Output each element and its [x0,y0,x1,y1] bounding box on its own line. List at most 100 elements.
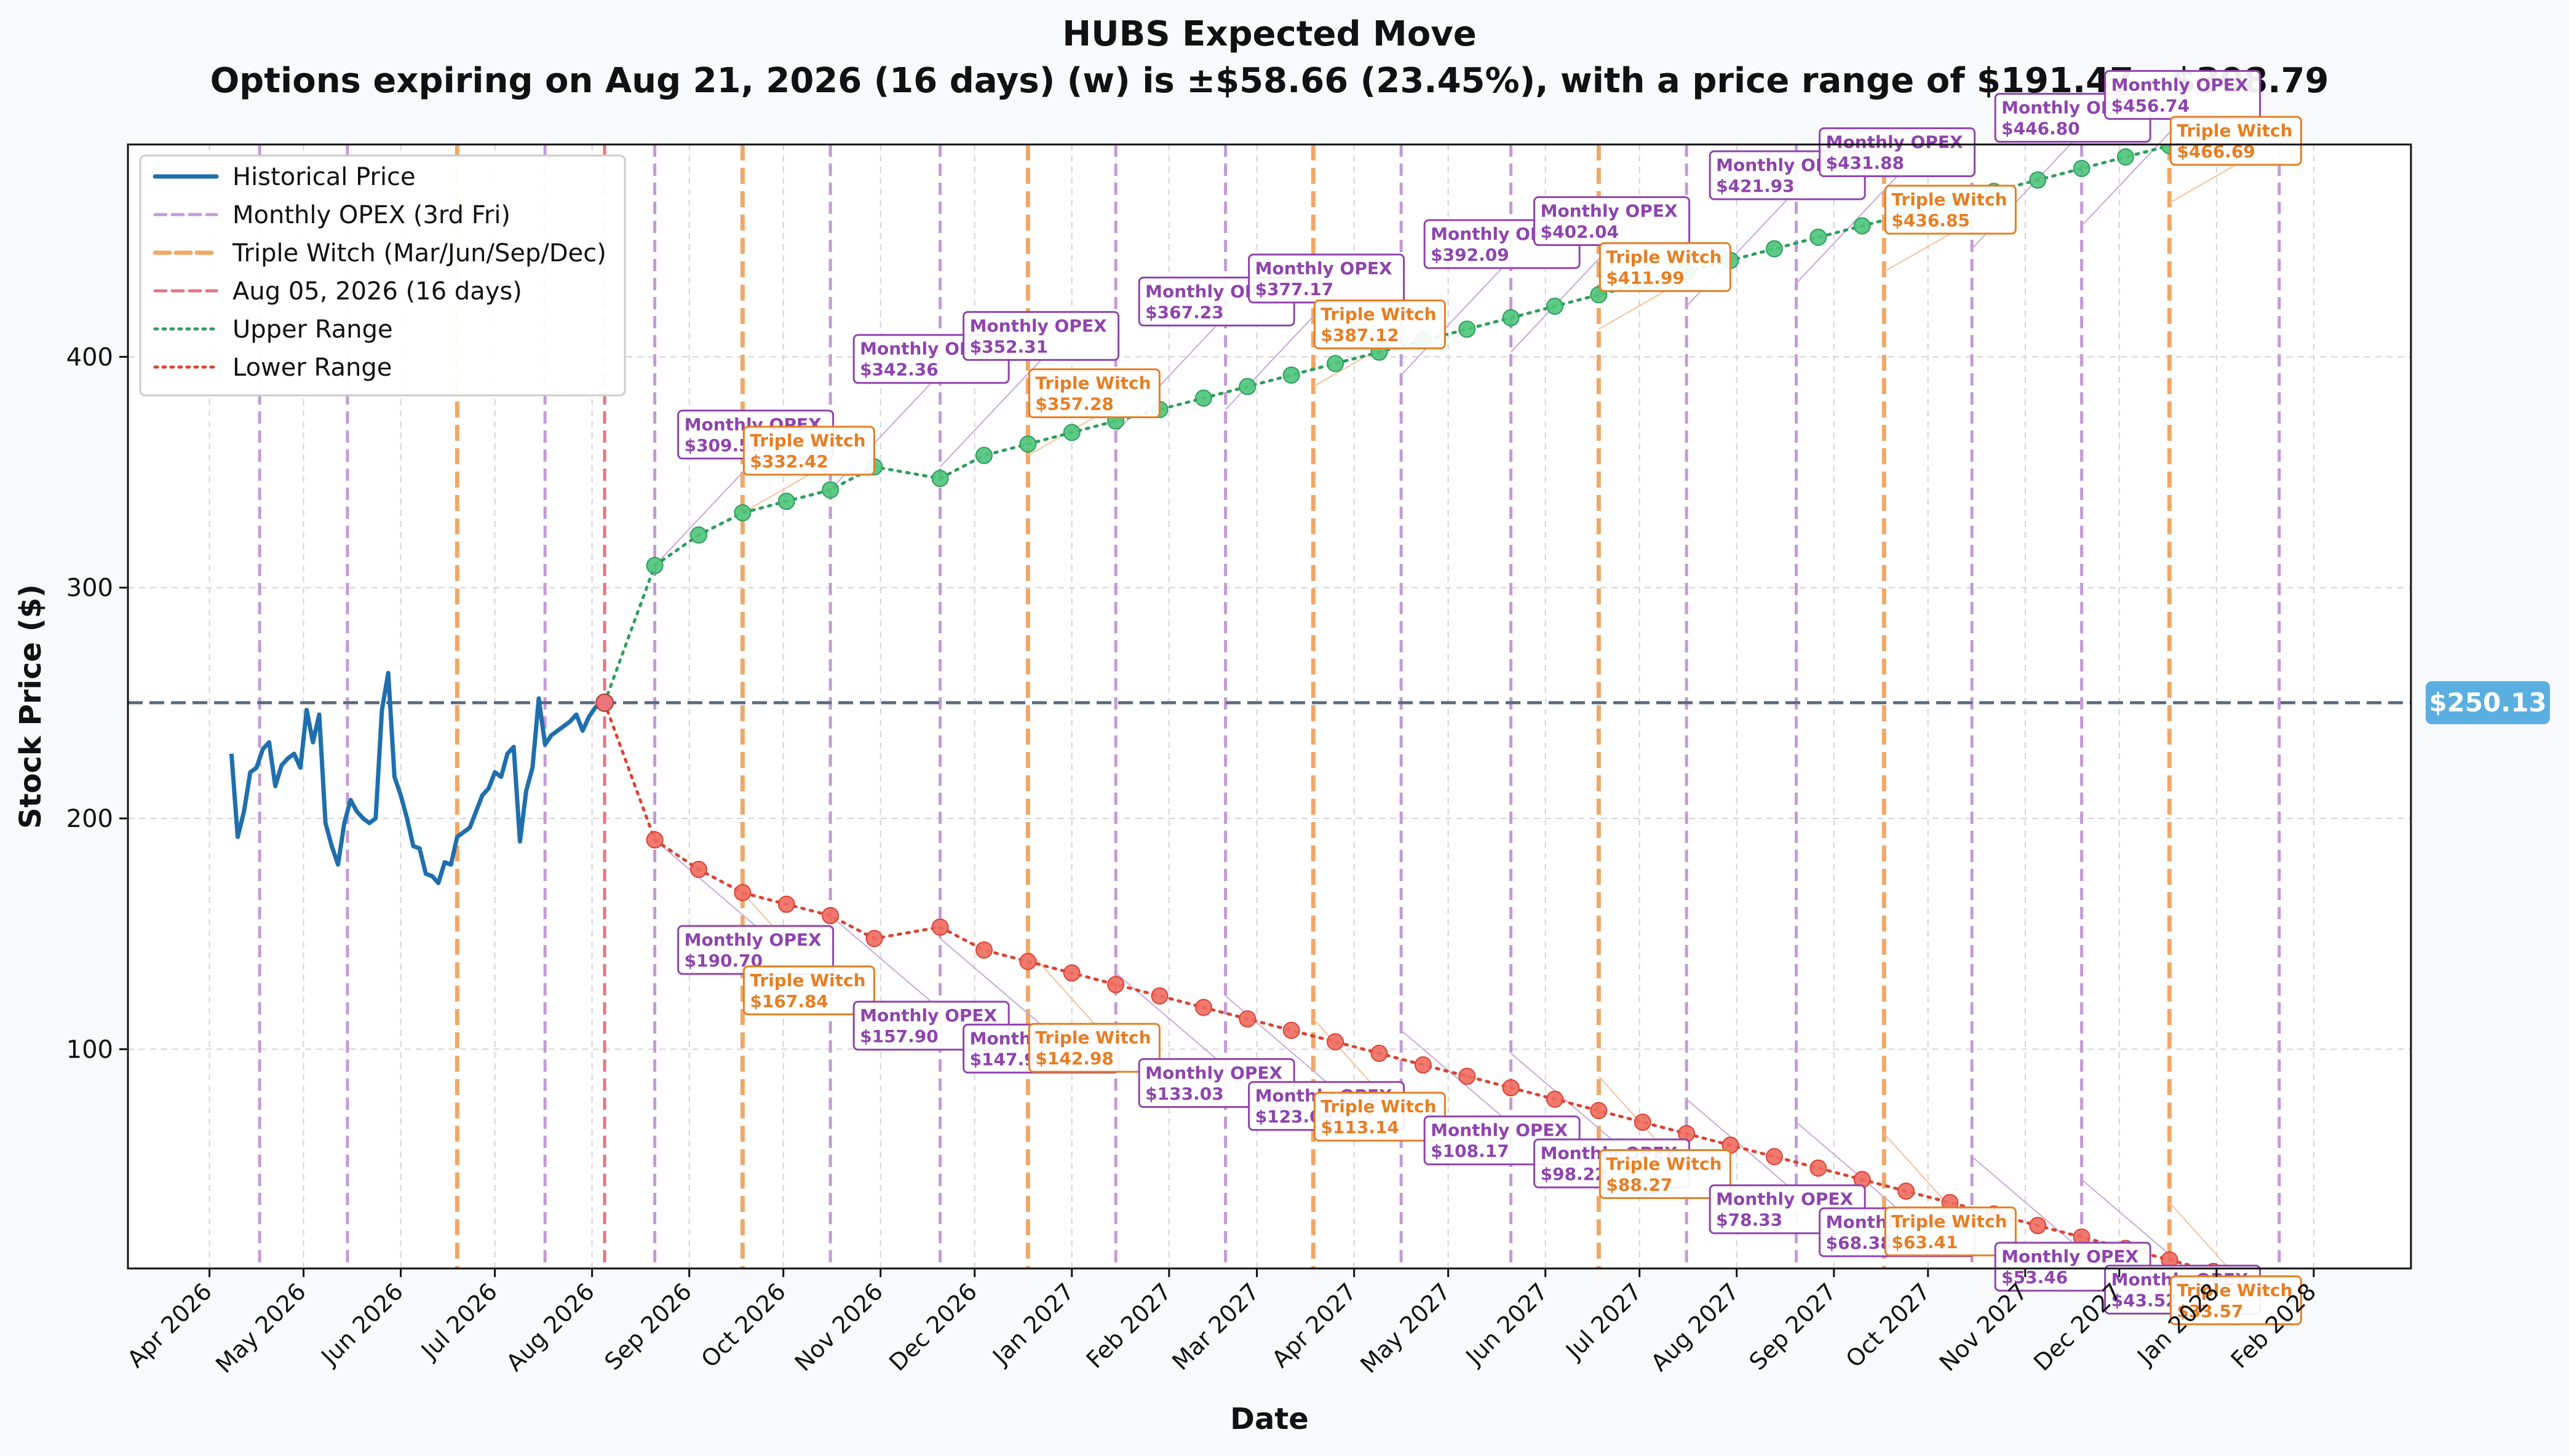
y-axis-label: Stock Price ($) [14,584,48,829]
annotation-price: $108.17 [1431,1141,1509,1161]
annotation-label: Triple Witch [1606,1153,1721,1174]
legend-label-triple: Triple Witch (Mar/Jun/Sep/Dec) [232,239,606,267]
annotation-label: Triple Witch [1035,373,1151,394]
triple-witch-annotation: Triple Witch$113.14 [1313,1091,1446,1142]
annotation-label: Monthly OPEX [1826,132,1963,152]
lower-range-point [1634,1114,1651,1131]
annotation-label: Monthly OPEX [1541,201,1678,221]
chart-subtitle: Options expiring on Aug 21, 2026 (16 day… [210,61,2329,101]
annotation-connector [742,474,809,513]
annotation-connector [1312,1018,1381,1093]
upper-range-point [1546,298,1563,315]
annotation-price: $367.23 [1145,302,1224,322]
annotation-box [1884,1206,2017,1257]
lower-range-point [1194,999,1212,1016]
annotation-label: Triple Witch [750,970,865,991]
opex-annotation: Monthly OPEX$352.31 [963,311,1120,361]
annotation-connector [939,938,1042,1026]
upper-range-point [1327,355,1344,373]
annotation-label: Triple Witch [1320,1096,1436,1117]
annotation-label: Monthly OPEX [970,315,1107,336]
upper-range-point [1458,320,1476,338]
lower-range-point [1151,987,1169,1005]
upper-range-point [931,470,949,488]
annotation-box [1884,184,2017,235]
legend: Historical Price Monthly OPEX (3rd Fri) Tr… [139,154,626,397]
lower-range-point [822,907,840,925]
annotation-label: Monthly OPEX [860,1005,997,1026]
lower-range-point [1327,1033,1344,1051]
annotation-connector [1400,267,1503,376]
annotation-price: $43.52 [2111,1290,2178,1310]
annotation-box [1028,368,1161,419]
annotation-box [1028,1023,1161,1073]
upper-range-point [2117,148,2134,166]
annotation-price: $357.28 [1035,394,1114,414]
upper-range-point [1239,378,1257,395]
triple-witch-annotation: Triple Witch$411.99 [1598,242,1731,292]
annotation-connector [1400,1029,1503,1117]
annotation-connector [2169,164,2236,204]
lower-range-point [646,831,664,849]
annotation-price: $436.85 [1891,210,1970,231]
annotation-price: $411.99 [1606,267,1685,288]
lower-range-point [1590,1102,1608,1120]
legend-label-current: Aug 05, 2026 (16 days) [232,277,522,306]
annotation-label: Triple Witch [2177,1280,2292,1300]
opex-annotation: Monthly OPEX$402.04 [1533,196,1691,247]
lower-range-point [1282,1021,1300,1039]
y-tick-label: 200 [66,805,113,833]
annotation-box [2169,1275,2302,1326]
annotation-label: Triple Witch [1891,1211,2007,1232]
triple-witch-annotation: Triple Witch$436.85 [1884,184,2017,235]
annotation-box [963,311,1120,361]
annotation-label: Monthly OPEX [1255,258,1392,279]
upper-range-point [1765,240,1783,258]
y-tick-label: 400 [66,343,113,371]
legend-label-lower: Lower Range [232,354,392,382]
annotation-label: Monthly OPEX [2111,74,2249,95]
current-price-badge-label: $250.13 [2429,687,2546,718]
annotation-price: $98.22 [1541,1164,1607,1184]
annotation-price: $142.98 [1035,1048,1114,1069]
annotation-price: $33.57 [2177,1301,2243,1321]
annotation-box [742,965,875,1016]
triple-witch-annotation: Triple Witch$167.84 [742,965,875,1016]
upper-range-point [1063,424,1081,441]
annotation-box [1819,127,1976,178]
annotation-connector [2081,1179,2183,1267]
triple-witch-annotation: Triple Witch$387.12 [1313,299,1446,350]
lower-range-point [1546,1090,1563,1108]
annotation-label: Triple Witch [1891,189,2007,210]
lower-range-point [1765,1148,1783,1166]
annotation-price: $352.31 [970,336,1049,357]
upper-range-point [646,556,664,574]
annotation-label: Triple Witch [1320,304,1436,325]
annotation-label: Monthly OPEX [1145,1062,1282,1083]
annotation-price: $78.33 [1716,1210,1782,1230]
upper-range-point [822,481,840,499]
annotation-price: $421.93 [1716,176,1795,196]
y-tick-label: 100 [66,1035,113,1064]
annotation-connector [1883,1133,1952,1208]
annotation-connector [1510,244,1613,353]
lower-range-point [1897,1182,1915,1200]
annotation-connector [1027,949,1095,1024]
triple-witch-annotation: Triple Witch$332.42 [742,425,875,476]
triple-witch-annotation: Triple Witch$466.69 [2169,116,2302,166]
annotation-connector-layer [654,118,2237,1277]
annotation-connector [654,839,756,927]
opex-annotation: Monthly OPEX$431.88 [1819,127,1976,178]
lower-range-point [1019,952,1037,970]
annotation-price: $456.74 [2111,95,2190,116]
annotation-connector [1883,233,1951,272]
current-price-badge-box [2426,681,2550,724]
upper-range-point [1019,435,1037,453]
annotation-box [1598,1149,1731,1199]
annotation-price: $377.17 [1255,279,1334,299]
triple-witch-annotation: Triple Witch$142.98 [1028,1023,1161,1073]
annotation-label: Monthly OPEX [1716,1189,1853,1209]
annotation-price: $68.38 [1826,1233,1892,1253]
current-price-badge: $250.13 [2426,681,2550,724]
